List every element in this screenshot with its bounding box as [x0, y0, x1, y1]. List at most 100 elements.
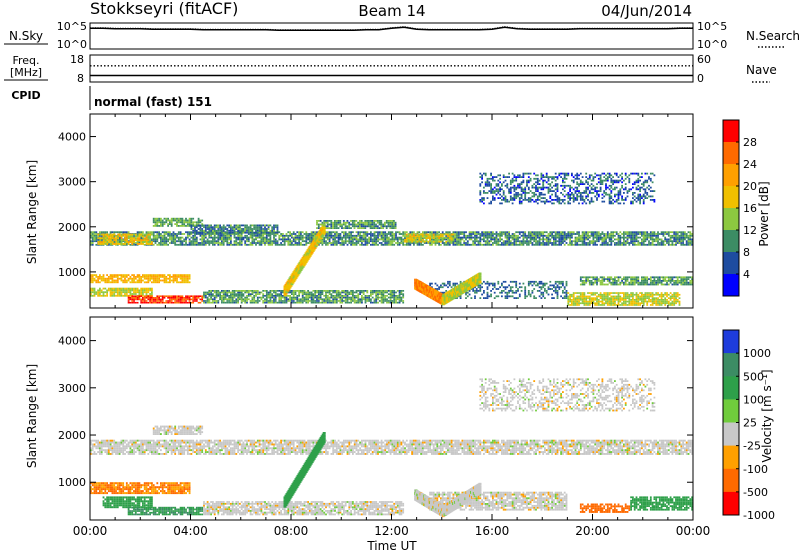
velocity-xtick-label: 12:00 — [374, 524, 409, 538]
freq-left-label-2: [MHz] — [10, 66, 42, 79]
power-ytick-label: 2000 — [58, 221, 86, 234]
velocity-ytick-label: 4000 — [58, 335, 86, 348]
velocity-band — [203, 501, 405, 516]
power-colorbar-tick-label: 24 — [743, 158, 757, 171]
power-colorbar-tick-label: 12 — [743, 224, 757, 237]
power-cells — [90, 172, 693, 306]
power-colorbar-swatch — [723, 208, 739, 231]
noise-left-tick-top: 10^5 — [57, 20, 87, 33]
velocity-band — [630, 496, 693, 511]
freq-right-label: Nave — [746, 63, 777, 77]
beam-label: Beam 14 — [358, 2, 425, 20]
velocity-xtick-label: 04:00 — [173, 524, 208, 538]
noise-sky-line — [90, 26, 693, 32]
velocity-arc — [283, 432, 326, 508]
velocity-band — [127, 506, 204, 516]
velocity-band — [479, 378, 656, 412]
velocity-xtick-label: 00:00 — [676, 524, 711, 538]
velocity-band — [90, 482, 191, 495]
velocity-colorbar-swatch — [723, 376, 739, 400]
velocity-colorbar-swatch — [723, 422, 739, 447]
noise-right-tick-top: 10^5 — [697, 20, 727, 33]
velocity-colorbar-swatch — [723, 353, 739, 377]
power-band — [90, 231, 693, 246]
x-axis-label: Time UT — [366, 539, 417, 553]
power-band — [90, 274, 191, 284]
power-band — [203, 290, 405, 304]
velocity-y-label: Slant Range [km] — [25, 364, 39, 468]
power-arc — [414, 278, 445, 305]
velocity-colorbar-tick-label: 1000 — [743, 347, 771, 360]
power-band — [97, 233, 153, 245]
power-colorbar-swatch — [723, 252, 739, 275]
velocity-band — [429, 491, 568, 511]
power-colorbar-tick-label: 4 — [743, 268, 750, 281]
velocity-cells — [90, 378, 693, 518]
velocity-colorbar-swatch — [723, 399, 739, 423]
power-ytick-label: 1000 — [58, 266, 86, 279]
velocity-colorbar-swatch — [723, 491, 739, 516]
velocity-band — [579, 503, 631, 513]
velocity-band — [102, 496, 153, 509]
velocity-colorbar-swatch — [723, 445, 739, 470]
power-ytick-label: 3000 — [58, 176, 86, 189]
power-band — [127, 295, 204, 304]
freq-left-tick-top: 18 — [70, 53, 84, 66]
noise-left-tick-bottom: 10^0 — [57, 38, 87, 51]
power-band — [579, 276, 693, 286]
power-band — [479, 172, 656, 205]
velocity-ytick-label: 3000 — [58, 382, 86, 395]
date-label: 04/Jun/2014 — [601, 2, 692, 20]
freq-left-tick-bottom: 8 — [77, 72, 84, 85]
freq-right-tick-top: 60 — [697, 53, 711, 66]
velocity-xtick-label: 00:00 — [73, 524, 108, 538]
plot-title: Stokkseyri (fitACF) — [90, 0, 238, 18]
power-band — [404, 233, 455, 243]
cpid-mode: normal (fast) 151 — [94, 95, 212, 109]
power-colorbar-tick-label: 28 — [743, 136, 757, 149]
velocity-xtick-label: 16:00 — [475, 524, 510, 538]
velocity-colorbar-swatch — [723, 468, 739, 493]
velocity-arc — [441, 482, 482, 518]
power-y-label: Slant Range [km] — [25, 160, 39, 264]
power-heatmap-panel: 1000 2000 3000 4000 — [58, 113, 694, 309]
velocity-colorbar-tick-label: 500 — [743, 370, 764, 383]
power-colorbar-swatch — [723, 186, 739, 209]
velocity-xtick-label: 20:00 — [575, 524, 610, 538]
velocity-ytick-label: 1000 — [58, 476, 86, 489]
power-arc — [283, 223, 326, 297]
noise-panel-frame — [89, 22, 694, 50]
power-band — [567, 292, 681, 306]
power-band — [90, 287, 153, 297]
velocity-ytick-label: 2000 — [58, 429, 86, 442]
velocity-colorbar-tick-label: -25 — [743, 440, 761, 453]
velocity-arc — [414, 489, 445, 517]
velocity-colorbar-swatch — [723, 330, 739, 354]
velocity-colorbar-tick-label: -500 — [743, 486, 768, 499]
noise-right-tick-bottom: 10^0 — [697, 38, 727, 51]
velocity-colorbar-label: Velocity [m s⁻¹] — [760, 369, 774, 462]
power-colorbar-swatch — [723, 142, 739, 165]
power-colorbar-tick-label: 8 — [743, 246, 750, 259]
power-colorbar-swatch — [723, 120, 739, 143]
velocity-heatmap-panel: 1000 2000 3000 4000 00:00 04:00 08:00 12:00 16:0… — [58, 316, 711, 538]
power-colorbar-tick-label: 16 — [743, 202, 757, 215]
power-colorbar-swatch — [723, 230, 739, 253]
velocity-colorbar-tick-label: 25 — [743, 417, 757, 430]
power-colorbar-label: Power [dB] — [757, 181, 771, 246]
power-colorbar-swatch — [723, 274, 739, 297]
velocity-band — [90, 439, 693, 455]
freq-right-tick-bottom: 0 — [697, 72, 704, 85]
velocity-xtick-label: 08:00 — [274, 524, 309, 538]
power-colorbar: 28 24 20 16 12 8 4 — [722, 119, 757, 297]
freq-panel-frame — [89, 54, 694, 83]
power-arc — [441, 272, 482, 306]
cpid-label: CPID — [11, 89, 40, 102]
noise-right-label: N.Search — [746, 29, 800, 43]
power-ytick-label: 4000 — [58, 131, 86, 144]
noise-left-label: N.Sky — [9, 29, 43, 43]
velocity-colorbar-tick-label: -100 — [743, 463, 768, 476]
power-colorbar-swatch — [723, 164, 739, 187]
velocity-colorbar: 1000 500 100 25 -25 -100 -500 -1000 — [722, 329, 775, 522]
